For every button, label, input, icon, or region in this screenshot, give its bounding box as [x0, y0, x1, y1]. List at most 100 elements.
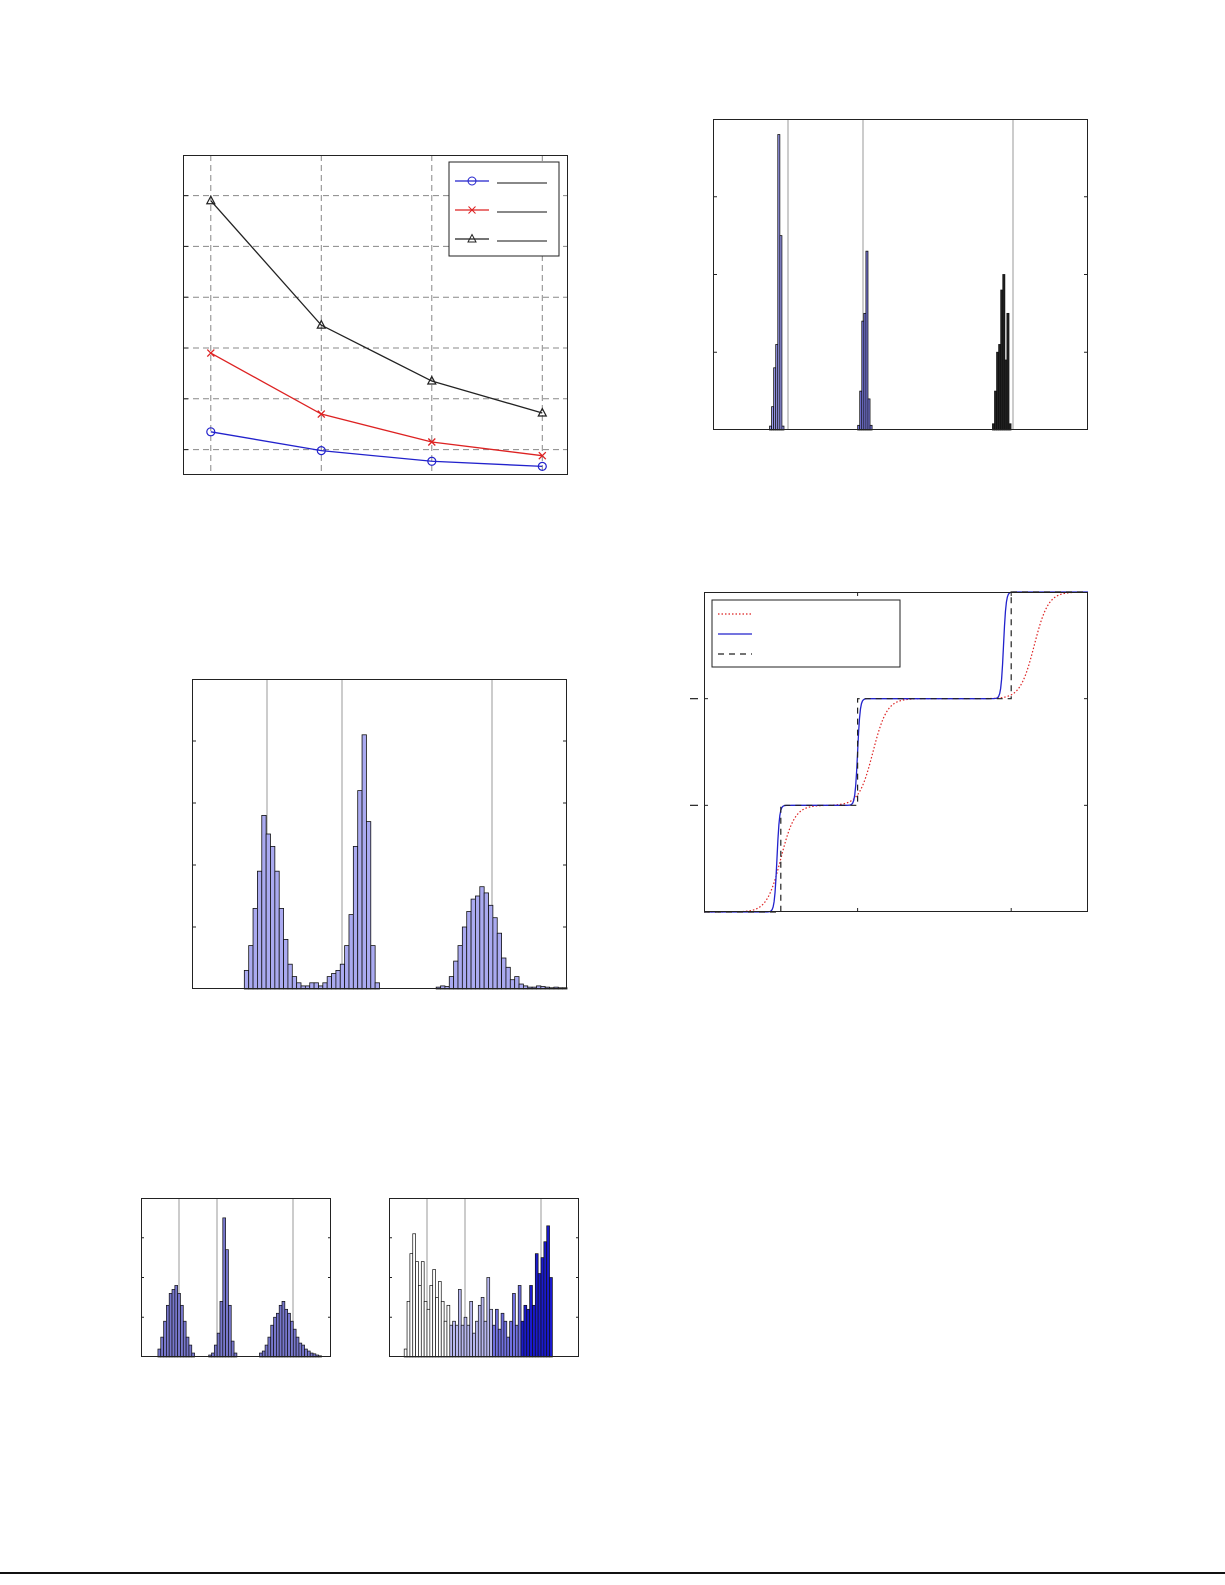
- histogram-bar: [779, 235, 783, 431]
- data-point: [427, 456, 437, 466]
- histogram-bar: [453, 960, 459, 990]
- histogram-bar: [304, 1348, 308, 1358]
- histogram-bar: [457, 1289, 462, 1358]
- histogram-tall: [713, 119, 1088, 431]
- histogram-bar: [352, 845, 359, 990]
- histogram-bar: [273, 1316, 277, 1358]
- plot-frame: [183, 155, 568, 475]
- histogram-bar: [495, 1308, 499, 1358]
- legend-marker: [468, 206, 476, 214]
- histogram-bar: [228, 1304, 232, 1358]
- data-point: [537, 461, 547, 471]
- line-chart-svg: [183, 155, 568, 475]
- histogram-bar: [270, 1324, 274, 1358]
- data-point: [538, 451, 547, 460]
- histogram-bar: [440, 1300, 445, 1358]
- cdf-series-0: [704, 591, 1089, 913]
- histogram-bar: [483, 892, 489, 990]
- histogram-small-left: [141, 1198, 331, 1358]
- data-point: [206, 349, 215, 358]
- histogram-bar: [412, 1233, 416, 1358]
- histogram-bar: [497, 1328, 502, 1358]
- cdf-chart: [690, 591, 1089, 913]
- data-point: [426, 375, 437, 385]
- series-line-2: [210, 200, 543, 414]
- histogram-bar: [222, 1217, 226, 1358]
- histogram-bar: [509, 979, 516, 990]
- plot-frame: [713, 119, 1088, 430]
- histogram-bar: [438, 1281, 442, 1358]
- histogram-bar: [265, 833, 271, 990]
- data-point: [317, 410, 326, 419]
- histogram-bar: [261, 814, 267, 990]
- histogram-bar: [295, 1336, 300, 1358]
- histogram-bar: [426, 1308, 431, 1358]
- histogram-bar: [166, 1304, 170, 1358]
- histogram-bar: [216, 1332, 221, 1358]
- histogram-bar: [182, 1320, 187, 1358]
- histogram-bar: [284, 1308, 289, 1358]
- histogram-bar: [278, 907, 284, 990]
- histogram-bar: [488, 904, 494, 990]
- histogram-bar: [506, 1336, 511, 1358]
- histogram-bar: [475, 1320, 479, 1358]
- histogram-bar: [435, 1297, 439, 1358]
- histogram-bar: [492, 917, 498, 990]
- histogram-bar: [420, 1261, 425, 1358]
- histogram-bar: [469, 1300, 473, 1358]
- histogram-bar: [219, 1300, 224, 1358]
- histogram-bar: [432, 1269, 436, 1358]
- histogram-bar: [449, 1324, 453, 1358]
- histogram-bar: [298, 1342, 303, 1358]
- cdf-series-2: [704, 591, 1088, 913]
- histogram-bar: [479, 886, 485, 990]
- data-point: [205, 194, 216, 205]
- histogram-bar: [267, 1336, 272, 1358]
- histogram-bar: [243, 969, 250, 990]
- histogram-bar: [326, 976, 332, 990]
- series-line-1: [210, 352, 543, 457]
- histogram-bar: [443, 1320, 448, 1358]
- series-line-0: [210, 431, 543, 468]
- histogram-bar: [463, 1316, 468, 1358]
- histogram-bar: [549, 1277, 553, 1358]
- histogram-bar: [529, 1285, 533, 1358]
- histogram-bar: [213, 1344, 218, 1358]
- histogram-bar: [163, 1320, 167, 1358]
- histogram-bar: [348, 914, 354, 990]
- histogram-tall-svg: [713, 119, 1088, 431]
- histogram-bar: [366, 821, 372, 990]
- data-point: [537, 407, 548, 417]
- histogram-bar: [180, 1304, 184, 1358]
- histogram-bar: [461, 926, 468, 990]
- histogram-bar: [452, 1320, 456, 1358]
- histogram-bar: [357, 790, 363, 990]
- histogram-bar: [283, 938, 289, 990]
- histogram-bar: [526, 1308, 530, 1358]
- histogram-bar: [257, 870, 263, 990]
- data-point: [206, 427, 216, 437]
- data-point: [316, 446, 326, 456]
- histogram-bar: [483, 1320, 488, 1358]
- histogram-bar: [503, 1320, 508, 1358]
- histogram-bar: [489, 1308, 493, 1358]
- histogram-bar: [546, 1225, 550, 1358]
- histogram-bar: [540, 1257, 545, 1358]
- histogram-bar: [361, 734, 367, 990]
- histogram-bar: [520, 1320, 525, 1358]
- legend-marker: [467, 176, 477, 186]
- histogram-bar: [174, 1285, 179, 1358]
- histogram-bar: [466, 1324, 471, 1358]
- histogram-bar: [188, 1344, 193, 1358]
- histogram-bar: [160, 1336, 164, 1358]
- histogram-bar: [448, 976, 455, 990]
- histogram-bar: [171, 1289, 176, 1358]
- histogram-bar: [512, 1293, 516, 1358]
- histogram-bar: [177, 1293, 181, 1358]
- histogram-bar: [344, 945, 350, 990]
- plot-frame: [704, 592, 1088, 912]
- histogram-bar: [446, 1304, 451, 1358]
- histogram-wide: [192, 679, 568, 990]
- footer-rule: [0, 1572, 1225, 1574]
- histogram-bar: [370, 945, 376, 990]
